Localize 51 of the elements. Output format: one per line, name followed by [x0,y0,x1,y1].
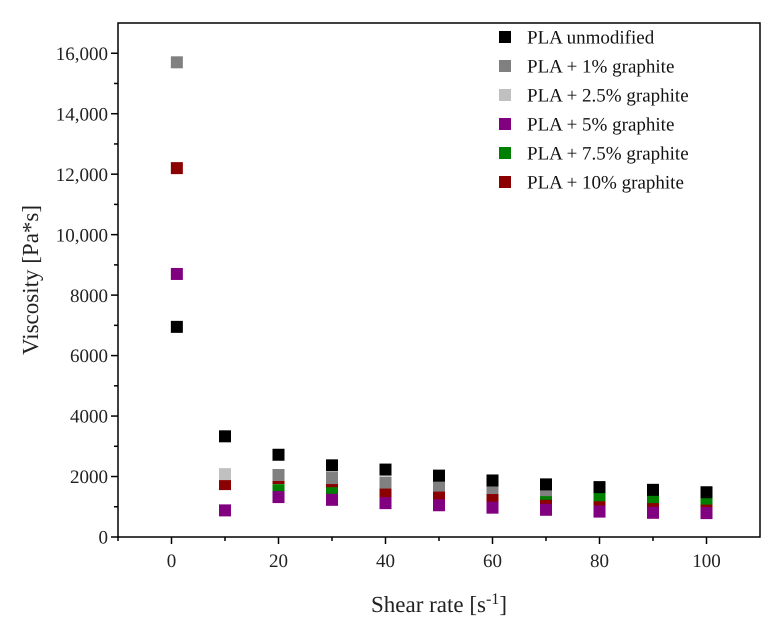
point [326,494,338,506]
legend-label: PLA + 2.5% graphite [527,86,689,107]
point [272,469,284,482]
point [594,506,606,518]
y-tick-label: 6000 [70,346,108,368]
point [380,464,392,476]
y-tick-label: 0 [98,528,108,549]
legend-label: PLA + 1% graphite [527,56,674,78]
point [170,320,183,333]
y-tick-label: 2000 [70,467,108,488]
y-tick-label: 4000 [70,406,108,428]
y-tick-label: 16,000 [56,44,108,65]
point [219,468,231,480]
legend-label: PLA + 10% graphite [527,172,684,194]
point [647,484,659,496]
point [486,474,498,486]
point [486,502,498,514]
x-axis-title: Shear rate [s$^{-1}$] [370,590,508,617]
legend-label: PLA + 5% graphite [527,114,674,136]
legend-label: PLA unmodified [527,28,655,49]
point [272,491,284,504]
point [170,162,183,174]
point [700,486,712,498]
point [540,504,552,516]
y-axis-title: Viscosity [Pa*s] [18,204,43,356]
point [433,499,445,512]
x-tick-label: 0 [166,551,176,572]
x-tick-label: 100 [692,551,721,572]
point [219,504,231,516]
point [219,430,231,442]
point [326,472,338,484]
point [170,268,183,280]
x-tick-label: 20 [269,551,288,572]
point [594,481,606,494]
point [326,459,338,472]
y-tick-label: 8000 [70,286,108,307]
legend-label: PLA + 7.5% graphite [527,144,689,165]
point [700,507,712,520]
x-tick-label: 40 [376,551,395,572]
y-tick-label: 14,000 [56,104,108,126]
point [170,56,183,68]
point [647,506,659,519]
point [540,478,552,490]
x-tick-label: 80 [590,551,609,572]
point [272,448,284,461]
y-tick-label: 12,000 [56,164,108,186]
point [433,470,445,482]
y-tick-label: 10,000 [56,225,108,246]
x-tick-label: 60 [483,551,502,572]
point [380,497,392,510]
point [380,476,392,489]
